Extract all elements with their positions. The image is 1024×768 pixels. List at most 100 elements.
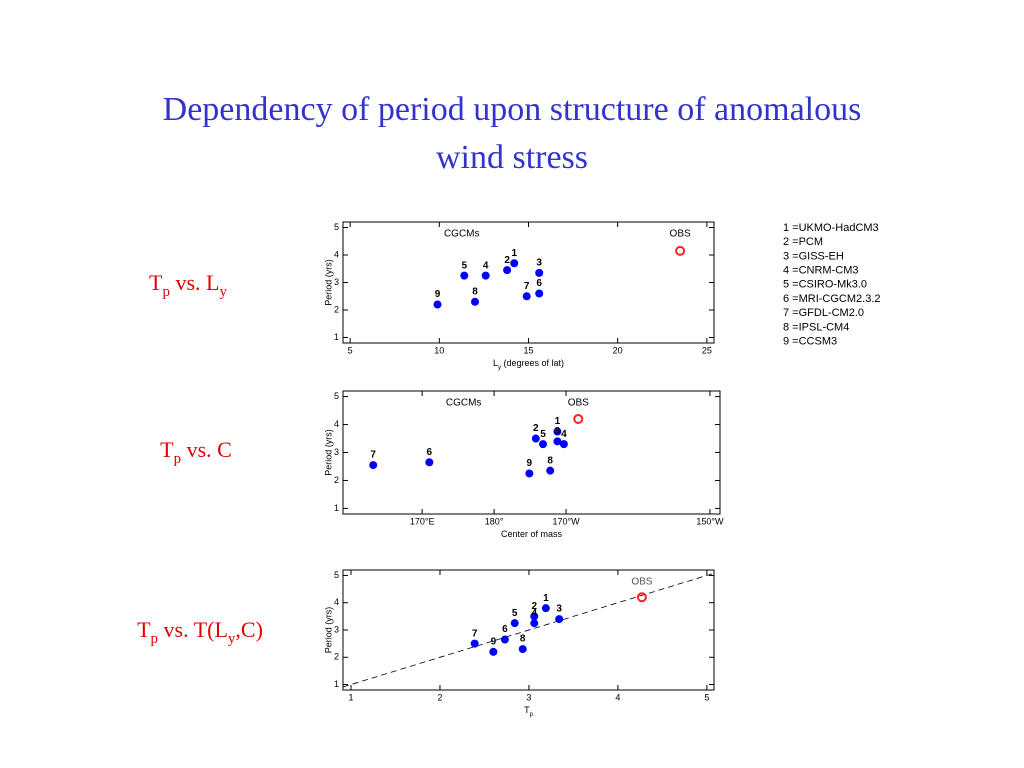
point-label: 9 xyxy=(491,636,497,647)
y-tick-label: 4 xyxy=(334,419,339,429)
y-tick-label: 3 xyxy=(334,624,339,634)
side-label-part: T xyxy=(160,437,174,462)
side-label-part: p xyxy=(151,631,159,647)
side-label: Tp vs. Ly xyxy=(149,270,227,300)
side-label-part: T xyxy=(137,617,151,642)
point-label: 3 xyxy=(536,258,542,269)
legend-entry: 3 =GISS-EH xyxy=(783,250,844,262)
model-point xyxy=(503,266,512,275)
x-tick-label: 180° xyxy=(485,516,504,526)
point-label: 3 xyxy=(556,604,562,615)
series-name: CGCMs xyxy=(444,229,480,240)
side-label-part: y xyxy=(219,284,227,300)
side-label-part: vs. T(L xyxy=(158,617,228,642)
model-point xyxy=(500,635,509,644)
point-label: 6 xyxy=(502,624,508,635)
x-axis-label: Tp xyxy=(524,705,534,717)
y-tick-label: 3 xyxy=(334,277,339,287)
model-point xyxy=(531,434,540,443)
side-label-part: ,C) xyxy=(235,617,263,642)
x-tick-label: 3 xyxy=(526,692,531,702)
x-tick-label: 170°E xyxy=(410,516,435,526)
point-label: 4 xyxy=(483,260,489,271)
side-label-part: T xyxy=(149,270,163,295)
x-axis-label-part: T xyxy=(524,705,530,715)
x-tick-label: 150°W xyxy=(696,516,724,526)
x-tick-label: 2 xyxy=(437,692,442,702)
x-axis-label-part: (degrees of lat) xyxy=(501,358,564,368)
y-tick-label: 2 xyxy=(334,652,339,662)
model-point xyxy=(425,458,434,467)
model-point xyxy=(530,619,539,628)
side-label-part: vs. L xyxy=(170,270,220,295)
point-label: 8 xyxy=(520,634,526,645)
model-point xyxy=(559,440,568,449)
slide-title: Dependency of period upon structure of a… xyxy=(162,91,862,176)
x-axis-label-part: L xyxy=(493,358,498,368)
point-label: 5 xyxy=(540,429,546,440)
y-tick-label: 3 xyxy=(334,447,339,457)
x-axis-label-part: p xyxy=(530,712,534,718)
point-label: 1 xyxy=(555,416,561,427)
model-point xyxy=(460,271,469,280)
point-label: 2 xyxy=(504,255,510,266)
x-tick-label: 20 xyxy=(613,345,623,355)
model-point xyxy=(489,647,498,656)
model-point xyxy=(539,440,548,449)
legend-entry: 4 =CNRM-CM3 xyxy=(783,265,858,277)
y-tick-label: 2 xyxy=(334,475,339,485)
y-axis-label: Period (yrs) xyxy=(323,607,333,654)
legend-entry: 2 =PCM xyxy=(783,236,823,248)
point-label: 3 xyxy=(555,426,561,437)
model-point xyxy=(433,300,442,309)
point-label: 7 xyxy=(472,628,478,639)
model-point xyxy=(369,461,378,470)
x-tick-label: 5 xyxy=(348,345,353,355)
model-point xyxy=(535,289,544,298)
model-point xyxy=(510,259,519,268)
x-axis-label-part: y xyxy=(498,365,501,371)
series-name: OBS xyxy=(631,577,652,588)
model-point xyxy=(525,469,534,478)
point-label: 8 xyxy=(472,286,478,297)
x-tick-label: 5 xyxy=(704,692,709,702)
point-label: 9 xyxy=(435,289,441,300)
legend-entry: 1 =UKMO-HadCM3 xyxy=(783,222,879,234)
obs-point xyxy=(675,245,686,256)
point-label: 9 xyxy=(527,458,533,469)
side-label: Tp vs. T(Ly,C) xyxy=(137,617,263,647)
y-tick-label: 5 xyxy=(334,570,339,580)
obs-point xyxy=(636,592,647,603)
point-label: 6 xyxy=(536,278,542,289)
model-point xyxy=(510,619,519,628)
legend-entry: 9 =CCSM3 xyxy=(783,336,837,348)
side-label-part: p xyxy=(162,284,170,300)
y-tick-label: 5 xyxy=(334,391,339,401)
y-tick-label: 5 xyxy=(334,222,339,232)
plot-frame xyxy=(342,390,721,515)
x-tick-label: 15 xyxy=(523,345,533,355)
side-label-part: p xyxy=(174,451,182,467)
point-label: 5 xyxy=(462,260,468,271)
x-axis-label: Center of mass xyxy=(501,529,563,539)
model-point xyxy=(541,604,550,613)
model-point xyxy=(555,615,564,624)
model-point xyxy=(470,297,479,306)
legend-entry: 6 =MRI-CGCM2.3.2 xyxy=(783,293,881,305)
point-label: 6 xyxy=(427,447,433,458)
model-point xyxy=(535,268,544,277)
point-label: 2 xyxy=(533,423,539,434)
y-tick-label: 1 xyxy=(334,679,339,689)
series-name: CGCMs xyxy=(446,398,482,409)
y-axis-label: Period (yrs) xyxy=(323,429,333,476)
obs-point xyxy=(573,413,584,424)
x-tick-label: 10 xyxy=(434,345,444,355)
point-label: 7 xyxy=(370,450,376,461)
x-tick-label: 4 xyxy=(615,692,620,702)
model-point xyxy=(470,639,479,648)
model-point xyxy=(522,292,531,301)
y-tick-label: 2 xyxy=(334,304,339,314)
x-axis-label: Ly (degrees of lat) xyxy=(493,358,564,370)
